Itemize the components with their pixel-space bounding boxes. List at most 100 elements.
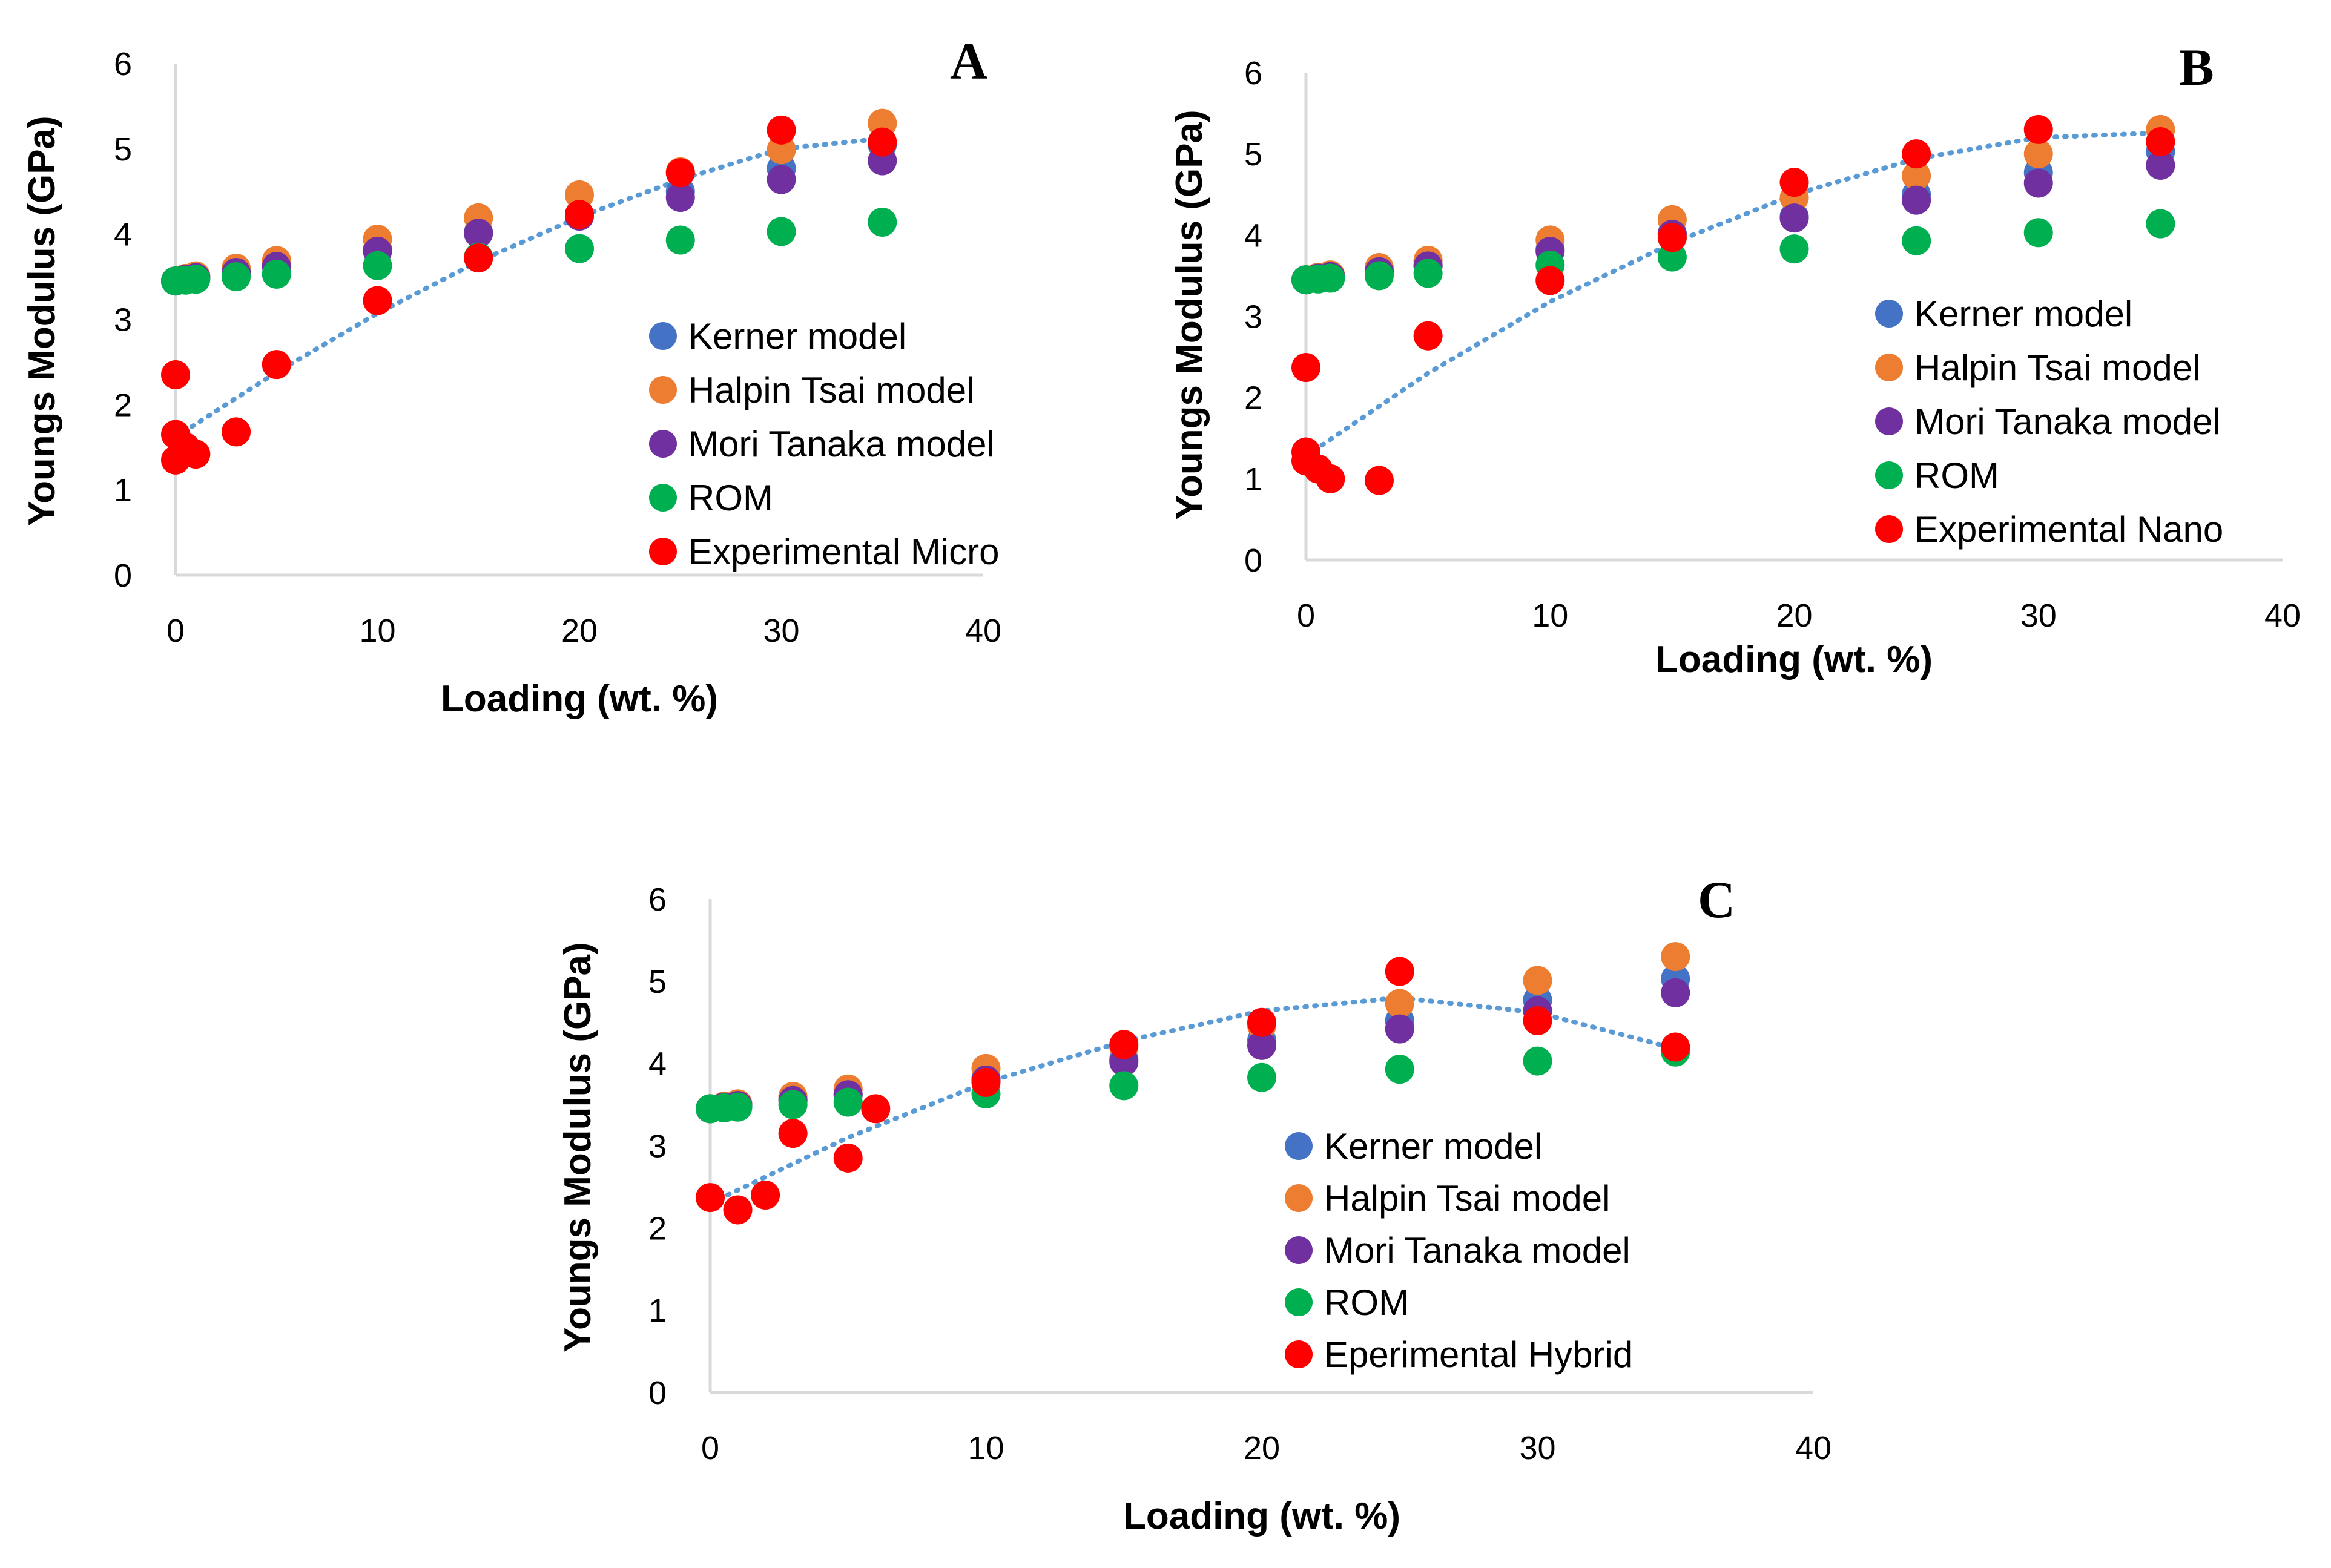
panel-c: 0 1 2 3 4 5 6 0 10 20 30 40 Loading (wt. %) Youngs Mo… [557,871,1832,1537]
y-tick-label: 2 [1244,380,1262,417]
data-point [2146,209,2175,239]
data-point [222,262,251,292]
y-tick-label: 4 [114,217,132,253]
data-point [363,251,392,280]
data-point [1247,1030,1276,1060]
data-point [1413,321,1443,351]
data-point [778,1119,808,1148]
legend-label: Mori Tanaka model [1914,401,2221,442]
x-tick-label: 40 [2264,598,2301,634]
data-point [1247,1007,1276,1037]
y-tick-label: 4 [1244,217,1262,254]
data-point [1385,989,1414,1018]
data-point [1109,1071,1139,1101]
data-point [1902,139,1931,169]
data-point [1902,161,1931,191]
data-point [2023,168,2053,198]
y-tick-label: 0 [1244,542,1262,579]
legend-marker [1875,515,1903,543]
data-point [767,115,796,145]
data-point [665,183,695,212]
series-4 [696,957,1690,1225]
x-tick-label: 0 [701,1430,719,1466]
y-tick-label: 6 [114,46,132,82]
legend-marker [1285,1236,1313,1264]
x-tick-label: 10 [968,1430,1004,1466]
data-point [767,217,796,246]
legend-label: Experimental Nano [1914,509,2223,550]
y-tick-label: 5 [114,131,132,168]
x-tick-label: 0 [1297,598,1315,634]
x-tick-label: 40 [965,613,1001,649]
x-axis-title: Loading (wt. %) [441,678,718,720]
legend-label: Kerner model [688,316,906,357]
data-point [1364,261,1394,291]
data-point [723,1195,753,1225]
series-3 [696,1037,1690,1124]
y-tick-label: 2 [648,1210,667,1247]
data-point [1523,966,1552,995]
panel-label: B [2179,38,2214,96]
x-tick-label: 10 [359,613,395,649]
data-point [1523,1006,1552,1036]
x-tick-label: 20 [1244,1430,1280,1466]
data-point [2146,150,2175,180]
legend-marker [1285,1132,1313,1160]
legend-label: Halpin Tsai model [688,370,974,410]
y-tick-label: 1 [114,472,132,509]
data-point [464,243,493,273]
y-tick-label: 5 [1244,136,1262,173]
data-point [665,225,695,255]
data-point [1779,234,1809,264]
y-tick-label: 6 [648,881,667,918]
legend-label: Experimental Micro [688,532,1000,572]
data-point [222,417,251,447]
legend-label: Mori Tanaka model [688,424,995,464]
legend-marker [1875,300,1903,328]
data-point [767,165,796,194]
legend-label: ROM [1324,1282,1409,1323]
data-point [1535,266,1565,295]
x-tick-label: 30 [763,613,799,649]
legend: Kerner model Halpin Tsai model Mori Tanaka… [649,316,1000,572]
x-tick-label: 0 [166,613,185,649]
trendline [1304,130,2163,459]
data-point [1779,203,1809,233]
legend-marker [649,538,677,565]
data-point [1385,957,1414,986]
legend-marker [1875,407,1903,435]
data-point [1364,466,1394,495]
legend-marker [649,430,677,458]
data-point [833,1087,863,1117]
trendline [708,995,1678,1206]
legend: Kerner model Halpin Tsai model Mori Tanaka… [1875,294,2223,550]
panel-a: 0 1 2 3 4 5 6 0 10 20 30 40 Loading (wt. %) Youngs Mo… [21,32,1001,720]
y-axis-title: Youngs Modulus (GPa) [557,942,599,1352]
y-tick-label: 5 [648,964,667,1000]
y-tick-label: 0 [114,558,132,594]
panel-label: C [1698,871,1735,929]
trendline [173,136,885,440]
y-axis-title: Youngs Modulus (GPa) [21,116,63,525]
x-tick-label: 40 [1795,1430,1832,1466]
data-point [1657,223,1687,252]
data-point [1902,226,1931,255]
legend-marker [649,484,677,512]
data-point [1316,263,1345,293]
data-point [262,259,291,289]
data-point [565,200,594,229]
data-point [778,1090,808,1119]
series-4 [1291,114,2175,495]
data-point [833,1143,863,1173]
y-tick-label: 4 [648,1046,667,1082]
legend-label: ROM [1914,455,1999,496]
data-point [1385,1014,1414,1044]
data-point [1523,1046,1552,1076]
data-point [1109,1030,1139,1059]
legend-marker [1285,1288,1313,1316]
data-point [868,207,897,237]
data-point [181,440,211,469]
data-point [1247,1062,1276,1092]
y-tick-label: 3 [648,1128,667,1165]
